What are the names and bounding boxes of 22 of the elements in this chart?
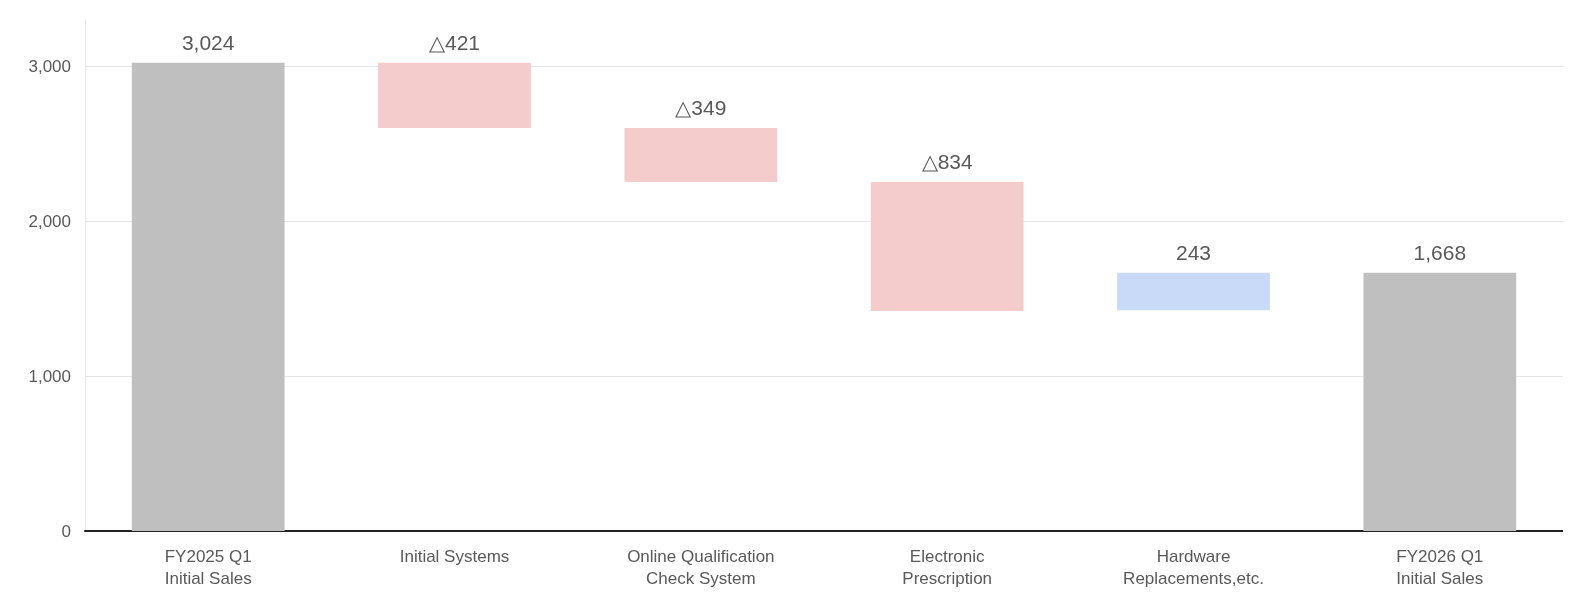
x-tick-label: Hardware Replacements,etc. — [1123, 546, 1264, 588]
bar — [870, 181, 1024, 312]
y-tick-label: 1,000 — [28, 366, 71, 386]
y-tick-label: 0 — [61, 521, 71, 541]
y-tick-label: 3,000 — [28, 56, 71, 76]
data-label: 1,668 — [1413, 240, 1467, 264]
x-tick-label: FY2025 Q1 Initial Sales — [164, 546, 252, 588]
y-tick-label: 2,000 — [28, 211, 71, 231]
bar — [1363, 272, 1517, 531]
data-label: △834 — [921, 149, 973, 173]
data-label: △421 — [428, 30, 481, 54]
data-label: 243 — [1175, 240, 1212, 264]
bar — [1117, 272, 1270, 311]
x-tick-label: Online Qualification Check System — [627, 546, 775, 588]
data-label: 3,024 — [181, 30, 235, 54]
bar — [131, 62, 285, 531]
x-tick-label: Electronic Prescription — [902, 546, 993, 588]
bar — [624, 127, 778, 182]
bar — [378, 62, 531, 128]
x-tick-label: Initial Systems — [399, 546, 510, 566]
x-tick-label: FY2026 Q1 Initial Sales — [1396, 546, 1484, 588]
data-label: △349 — [675, 95, 727, 119]
